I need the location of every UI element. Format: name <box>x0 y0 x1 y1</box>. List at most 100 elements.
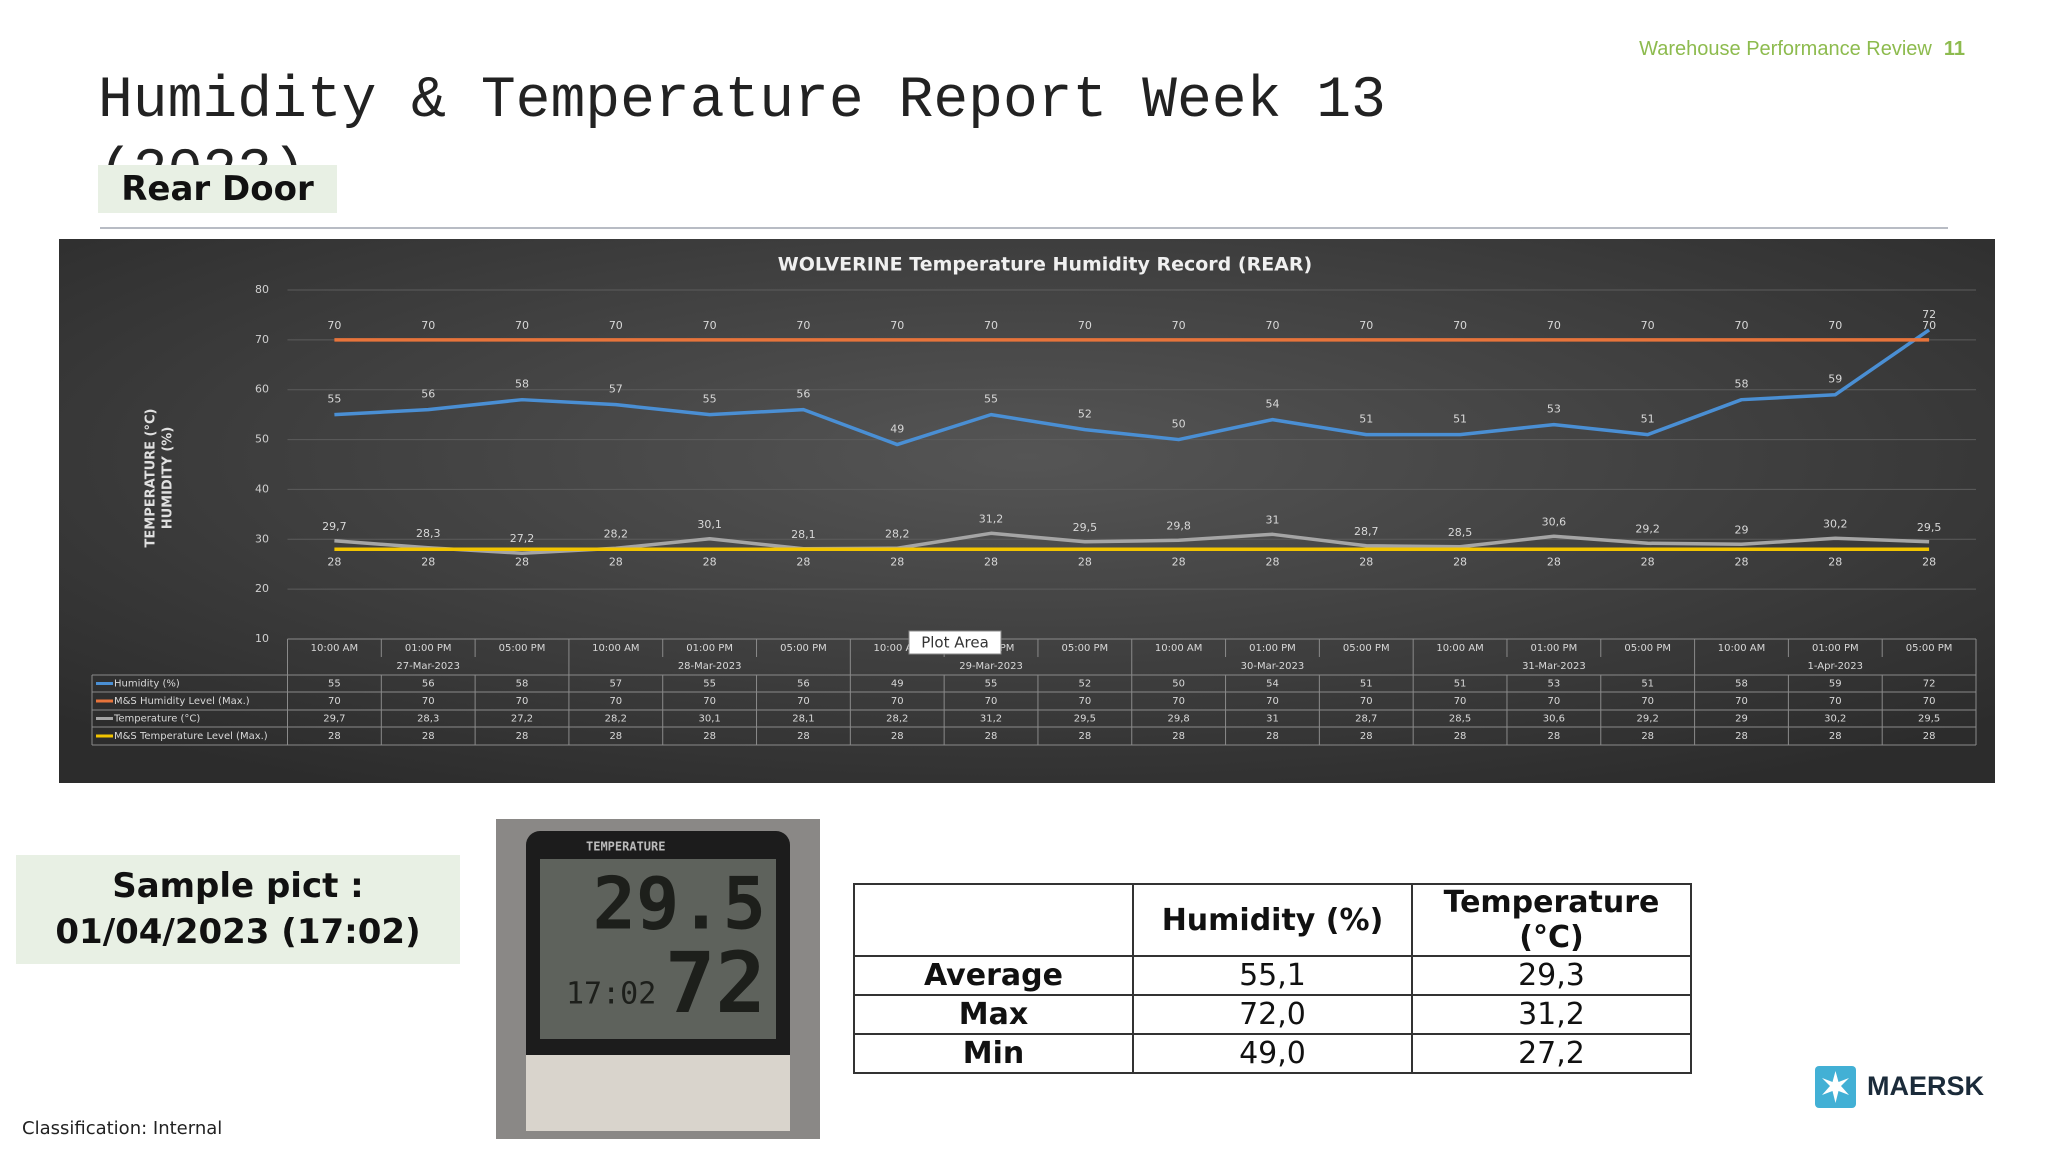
data-label: 28 <box>1547 555 1561 568</box>
section-label: Rear Door <box>98 165 337 213</box>
x-tick-label: 10:00 AM <box>592 643 639 654</box>
column-header: Humidity (%) <box>1132 883 1413 957</box>
x-group-label: 27-Mar-2023 <box>396 661 460 672</box>
table-value: 29,2 <box>1637 714 1659 725</box>
y-axis-title-line: TEMPERATURE (°C) <box>144 409 159 548</box>
table-value: 70 <box>1172 696 1185 707</box>
data-label: 55 <box>703 393 717 406</box>
data-label: 28 <box>1922 555 1936 568</box>
table-value: 29,7 <box>323 714 345 725</box>
data-label: 28 <box>1453 555 1467 568</box>
table-value: 70 <box>1923 696 1936 707</box>
caption-line: Sample pict : <box>112 866 364 906</box>
data-label: 70 <box>984 319 998 332</box>
table-header-row: Humidity (%) Temperature (°C) <box>853 883 1692 957</box>
table-cell: 72,0 <box>1132 994 1413 1035</box>
x-tick-label: 10:00 AM <box>1436 643 1483 654</box>
row-header: Max <box>853 994 1134 1035</box>
y-tick-label: 10 <box>255 632 269 645</box>
data-label: 28 <box>984 555 998 568</box>
table-value: 28 <box>1172 731 1185 742</box>
data-label: 50 <box>1172 418 1186 431</box>
data-label: 53 <box>1547 403 1561 416</box>
data-label: 70 <box>515 319 529 332</box>
classification: Classification: Internal <box>22 1118 223 1139</box>
table-value: 55 <box>985 679 998 690</box>
table-value: 28 <box>1266 731 1279 742</box>
x-group-label: 28-Mar-2023 <box>678 661 742 672</box>
table-value: 28 <box>422 731 435 742</box>
table-value: 58 <box>516 679 529 690</box>
table-value: 70 <box>1078 696 1091 707</box>
table-value: 30,2 <box>1824 714 1846 725</box>
x-group-label: 29-Mar-2023 <box>959 661 1023 672</box>
x-group-label: 31-Mar-2023 <box>1522 661 1586 672</box>
table-cell: 49,0 <box>1132 1033 1413 1074</box>
table-cell: 29,3 <box>1411 955 1692 996</box>
column-header: Temperature (°C) <box>1411 883 1692 957</box>
table-value: 53 <box>1548 679 1561 690</box>
data-label: 28 <box>703 555 717 568</box>
table-value: 70 <box>1829 696 1842 707</box>
table-value: 70 <box>1548 696 1561 707</box>
table-value: 29,5 <box>1074 714 1096 725</box>
table-value: 29,8 <box>1168 714 1190 725</box>
y-tick-label: 40 <box>255 482 269 495</box>
data-label: 29,7 <box>322 520 347 533</box>
x-tick-label: 01:00 PM <box>405 643 452 654</box>
data-label: 70 <box>1172 319 1186 332</box>
table-value: 28 <box>1735 731 1748 742</box>
data-label: 70 <box>1453 319 1467 332</box>
data-label: 59 <box>1828 373 1842 386</box>
table-cell: 31,2 <box>1411 994 1692 1035</box>
data-label: 70 <box>327 319 341 332</box>
x-tick-label: 01:00 PM <box>686 643 733 654</box>
divider <box>100 227 1948 229</box>
table-value: 70 <box>516 696 529 707</box>
table-value: 28 <box>609 731 622 742</box>
data-label: 52 <box>1078 408 1092 421</box>
data-label: 28,3 <box>416 527 441 540</box>
data-label: 70 <box>703 319 717 332</box>
row-header: Min <box>853 1033 1134 1074</box>
photo: TEMPERATURE 29.5 17:02 72 <box>496 819 820 1139</box>
table-value: 57 <box>609 679 622 690</box>
x-group-label: 1-Apr-2023 <box>1808 661 1863 672</box>
legend-label: Temperature (°C) <box>113 714 200 725</box>
table-row: Average 55,1 29,3 <box>853 955 1692 996</box>
x-tick-label: 10:00 AM <box>1155 643 1202 654</box>
data-label: 58 <box>515 378 529 391</box>
table-cell: 27,2 <box>1411 1033 1692 1074</box>
header: Warehouse Performance Review 11 <box>1639 38 1965 61</box>
data-label: 57 <box>609 383 623 396</box>
device-time: 17:02 <box>566 977 656 1012</box>
data-label: 28 <box>1359 555 1373 568</box>
table-value: 52 <box>1078 679 1091 690</box>
section-name: Warehouse Performance Review <box>1639 38 1932 60</box>
data-label: 29,5 <box>1917 521 1942 534</box>
device-screen <box>540 859 776 1039</box>
data-label: 30,2 <box>1823 517 1848 530</box>
table-value: 70 <box>1454 696 1467 707</box>
data-label: 29 <box>1734 523 1748 536</box>
table-value: 70 <box>609 696 622 707</box>
table-value: 28 <box>516 731 529 742</box>
summary-table: Humidity (%) Temperature (°C) Average 55,1… <box>853 883 1692 1074</box>
table-value: 51 <box>1454 679 1467 690</box>
data-label: 28 <box>327 555 341 568</box>
chart-title: WOLVERINE Temperature Humidity Record (R… <box>778 254 1312 276</box>
data-label: 70 <box>1922 319 1936 332</box>
data-label: 28 <box>1265 555 1279 568</box>
data-label: 70 <box>1641 319 1655 332</box>
table-value: 28 <box>703 731 716 742</box>
table-value: 28 <box>1360 731 1373 742</box>
table-value: 59 <box>1829 679 1842 690</box>
y-tick-label: 70 <box>255 333 269 346</box>
data-label: 49 <box>890 423 904 436</box>
table-value: 51 <box>1641 679 1654 690</box>
table-value: 55 <box>703 679 716 690</box>
table-value: 49 <box>891 679 904 690</box>
chart: WOLVERINE Temperature Humidity Record (R… <box>59 239 1995 783</box>
table-value: 28 <box>891 731 904 742</box>
